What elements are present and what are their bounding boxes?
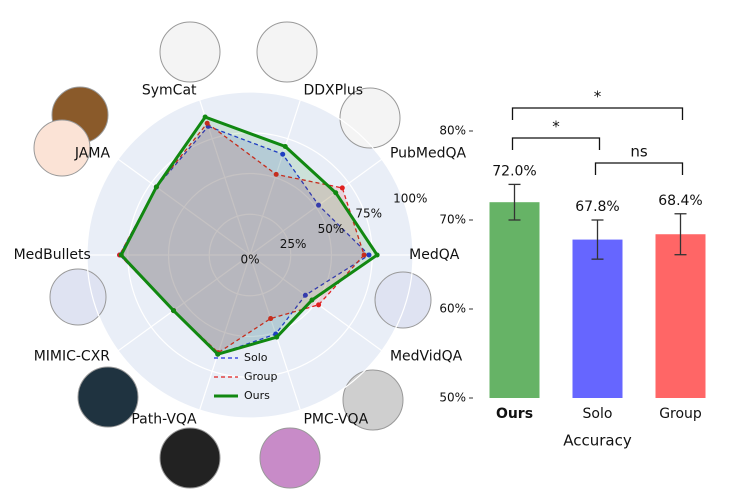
icon <box>159 21 221 83</box>
icon <box>33 119 91 177</box>
radar-point <box>316 302 322 308</box>
radial-tick-label: 50% <box>318 222 345 236</box>
spoke <box>117 254 251 352</box>
radar-point <box>309 297 315 303</box>
value-label: 67.8% <box>575 199 619 215</box>
x-tick-label: Solo <box>583 406 613 422</box>
radar-point <box>202 114 208 120</box>
radar-point <box>280 151 286 157</box>
radar-point <box>361 252 367 258</box>
significance-bracket <box>594 162 684 175</box>
bar <box>489 202 540 398</box>
significance-label: ns <box>630 143 648 161</box>
axis-label: JAMA <box>74 145 111 161</box>
icon <box>374 271 432 329</box>
significance-label: * <box>552 118 560 136</box>
icon <box>259 427 321 489</box>
x-tick-label: Group <box>659 406 702 422</box>
radar-point <box>268 316 274 322</box>
significance-bracket <box>511 107 684 120</box>
spoke <box>199 254 251 411</box>
radar-point <box>215 351 221 357</box>
radar-point <box>282 143 288 149</box>
radar-area <box>121 117 378 355</box>
radial-tick-label: 25% <box>280 237 307 251</box>
radar-point <box>153 184 159 190</box>
radar-area <box>119 123 365 353</box>
legend-label: Ours <box>244 389 270 402</box>
axis-label: MedQA <box>409 247 460 263</box>
icon <box>77 366 139 428</box>
axis-label: Path-VQA <box>131 412 197 428</box>
radar-area <box>119 126 369 355</box>
value-label: 68.4% <box>658 193 702 209</box>
radar-point <box>273 171 279 177</box>
axis-label: SymCat <box>142 82 197 98</box>
axis-label: DDXPlus <box>303 82 363 98</box>
icon <box>256 21 318 83</box>
bar <box>572 239 623 398</box>
legend-label: Group <box>244 370 278 383</box>
radar-point <box>171 308 177 314</box>
radar-point <box>302 292 308 298</box>
spoke <box>117 158 251 256</box>
radar-point <box>339 185 345 191</box>
icons <box>33 21 432 489</box>
radar-point <box>366 252 372 258</box>
radar-point <box>333 190 339 196</box>
spoke <box>249 99 301 256</box>
icon <box>49 268 107 326</box>
axis-label: MIMIC-CXR <box>34 349 111 365</box>
axis-label: MedBullets <box>14 247 91 263</box>
value-label: 72.0% <box>492 163 536 179</box>
x-tick-label: Ours <box>496 406 533 422</box>
y-tick-label: 70% <box>439 213 466 227</box>
y-tick-label: 50% <box>439 391 466 405</box>
radial-tick-label: 0% <box>240 253 259 267</box>
bar <box>655 234 706 398</box>
icon <box>159 427 221 489</box>
icon <box>342 369 404 431</box>
radar-point <box>316 202 322 208</box>
icon <box>339 87 401 149</box>
radar-point <box>204 120 210 126</box>
legend-label: Solo <box>244 351 268 364</box>
radial-tick-label: 100% <box>393 191 427 205</box>
significance-label: * <box>594 88 602 106</box>
spoke <box>249 158 383 256</box>
spoke <box>249 254 383 352</box>
radar-point <box>118 252 124 258</box>
y-tick-label: 60% <box>439 302 466 316</box>
significance-bracket <box>511 137 601 150</box>
radar-point <box>374 252 380 258</box>
x-axis-label: Accuracy <box>563 432 632 450</box>
axis-label: MedVidQA <box>390 349 463 365</box>
axis-label: PubMedQA <box>390 145 467 161</box>
axis-label: PMC-VQA <box>303 412 368 428</box>
y-tick-label: 80% <box>439 124 466 138</box>
radar-point <box>274 334 280 340</box>
radial-tick-label: 75% <box>355 207 382 221</box>
